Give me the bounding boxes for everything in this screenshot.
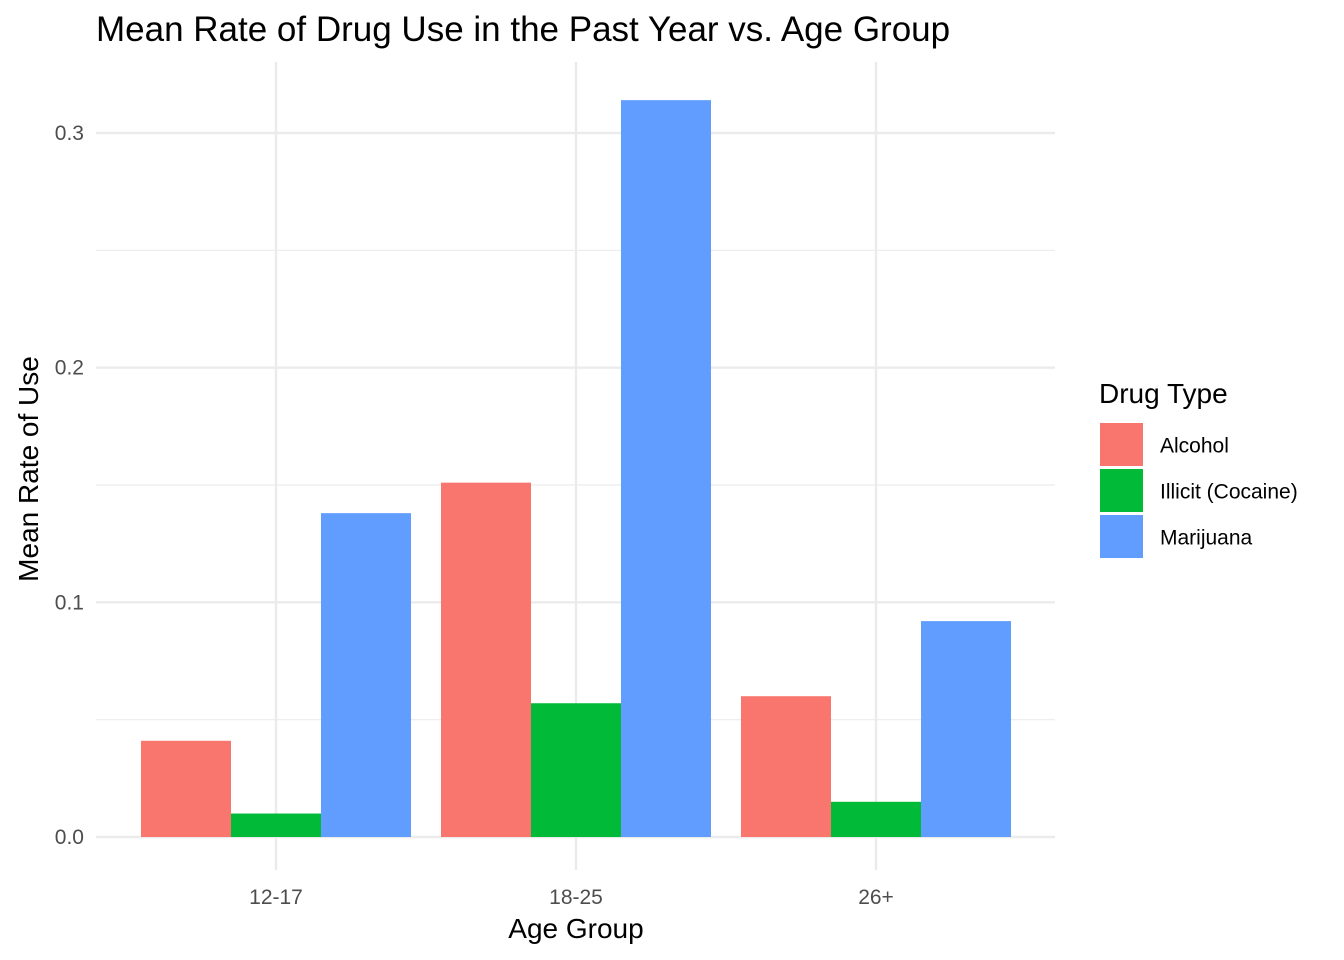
bar-12-17-alcohol: [141, 740, 231, 837]
x-tick-label: 26+: [858, 886, 894, 909]
legend-label: Marijuana: [1160, 527, 1253, 550]
bar-12-17-illicit-cocaine: [231, 813, 321, 837]
legend-items: Alcohol Illicit (Cocaine) Marijuana: [1100, 423, 1298, 558]
bar-18-25-marijuana: [621, 100, 711, 837]
y-axis-ticks: 0.0 0.1 0.2 0.3: [55, 122, 84, 849]
legend-key: [1100, 423, 1143, 466]
chart-title: Mean Rate of Drug Use in the Past Year v…: [96, 10, 950, 49]
x-tick-label: 18-25: [549, 886, 603, 909]
y-tick-label: 0.1: [55, 591, 84, 614]
legend-title: Drug Type: [1099, 378, 1228, 409]
bar-26+-illicit-cocaine: [831, 801, 921, 837]
y-tick-label: 0.0: [55, 826, 84, 849]
x-axis-ticks: 12-17 18-25 26+: [249, 886, 894, 909]
x-axis-title: Age Group: [508, 913, 643, 944]
bar-18-25-illicit-cocaine: [531, 703, 621, 837]
x-tick-label: 12-17: [249, 886, 303, 909]
legend-key: [1100, 515, 1143, 558]
bar-26+-alcohol: [741, 696, 831, 837]
bar-12-17-marijuana: [321, 513, 411, 837]
legend-label: Illicit (Cocaine): [1160, 481, 1298, 504]
bars: [141, 100, 1011, 837]
legend-key: [1100, 469, 1143, 512]
y-axis-title: Mean Rate of Use: [13, 356, 44, 582]
legend-label: Alcohol: [1160, 435, 1229, 458]
legend: Drug Type Alcohol Illicit (Cocaine) Mariju…: [1099, 378, 1298, 558]
bar-18-25-alcohol: [441, 482, 531, 837]
y-tick-label: 0.2: [55, 357, 84, 380]
y-tick-label: 0.3: [55, 122, 84, 145]
bar-26+-marijuana: [921, 621, 1011, 837]
